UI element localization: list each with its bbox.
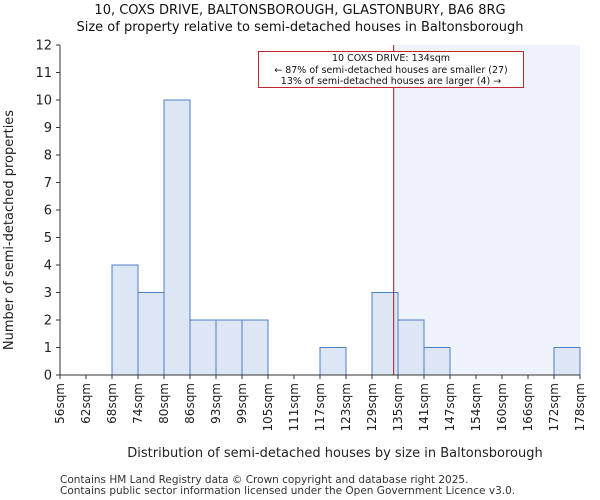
- x-tick-label: 141sqm: [417, 383, 431, 431]
- bar: [423, 347, 451, 376]
- y-tick-label: 7: [44, 176, 52, 191]
- y-tick-label: 6: [44, 204, 52, 219]
- y-tick-label: 3: [44, 286, 52, 301]
- x-tick-label: 74sqm: [131, 383, 145, 424]
- y-tick-label: 9: [44, 121, 52, 136]
- x-tick-label: 129sqm: [365, 383, 379, 431]
- x-tick-label: 135sqm: [391, 383, 405, 431]
- y-tick-label: 5: [44, 231, 52, 246]
- y-axis-label: Number of semi-detached properties: [2, 110, 17, 350]
- y-tick-label: 12: [35, 39, 52, 54]
- x-tick-label: 166sqm: [521, 383, 535, 431]
- bar: [215, 319, 243, 376]
- x-tick-label: 86sqm: [183, 383, 197, 424]
- x-tick-label: 147sqm: [443, 383, 457, 431]
- x-ticks-layer: 56sqm 62sqm 68sqm 74sqm 80sqm 86sqm 93sqm 99sqm…: [53, 375, 587, 431]
- annotation-line-3: 13% of semi-detached houses are larger (…: [280, 76, 502, 87]
- annotation-line-2: ← 87% of semi-detached houses are smalle…: [274, 64, 508, 76]
- y-tick-label: 11: [35, 66, 52, 81]
- chart-subtitle: Size of property relative to semi-detach…: [76, 20, 524, 35]
- y-tick-label: 1: [44, 341, 52, 356]
- annotation-line-1: 10 COXS DRIVE: 134sqm: [332, 53, 450, 64]
- x-tick-label: 80sqm: [157, 383, 171, 424]
- bar: [553, 347, 581, 376]
- x-axis-label: Distribution of semi-detached houses by …: [127, 446, 542, 461]
- bar: [111, 264, 139, 376]
- shaded-region-layer: [393, 45, 580, 375]
- marker-annotation: 10 COXS DRIVE: 134sqm ← 87% of semi-deta…: [258, 51, 524, 88]
- x-tick-label: 62sqm: [79, 383, 93, 424]
- x-tick-label: 123sqm: [339, 383, 353, 431]
- axis-labels-layer: Distribution of semi-detached houses by …: [2, 110, 543, 461]
- x-tick-label: 172sqm: [547, 383, 561, 431]
- x-tick-label: 117sqm: [313, 383, 327, 431]
- x-tick-label: 93sqm: [209, 383, 223, 424]
- x-tick-label: 154sqm: [469, 383, 483, 431]
- y-tick-label: 0: [44, 369, 52, 384]
- bar: [241, 319, 269, 376]
- bar: [319, 347, 347, 376]
- chart-title: 10, COXS DRIVE, BALTONSBOROUGH, GLASTONB…: [94, 3, 506, 18]
- larger-region-shade: [393, 45, 580, 375]
- x-tick-label: 160sqm: [495, 383, 509, 431]
- y-tick-label: 10: [35, 94, 52, 109]
- bar: [163, 99, 191, 376]
- bar: [397, 319, 425, 376]
- bar: [189, 319, 217, 376]
- x-tick-label: 111sqm: [287, 383, 301, 431]
- x-tick-label: 56sqm: [53, 383, 67, 424]
- footer-licence: Contains public sector information licen…: [60, 485, 516, 497]
- x-tick-label: 105sqm: [261, 383, 275, 431]
- x-tick-label: 68sqm: [105, 383, 119, 424]
- footer-copyright: Contains HM Land Registry data © Crown c…: [60, 474, 469, 486]
- x-tick-label: 178sqm: [573, 383, 587, 431]
- y-tick-label: 8: [44, 149, 52, 164]
- y-tick-label: 4: [44, 259, 52, 274]
- y-tick-label: 2: [44, 314, 52, 329]
- bar: [137, 292, 165, 376]
- x-tick-label: 99sqm: [235, 383, 249, 424]
